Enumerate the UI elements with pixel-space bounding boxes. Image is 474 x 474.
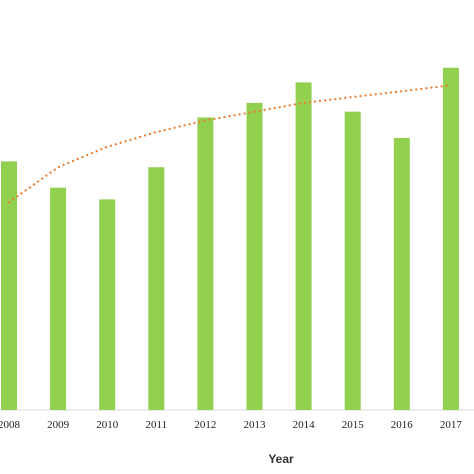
x-tick-label-2009: 2009 [47,419,70,431]
bar-2017 [442,67,459,411]
bar-group [1,67,459,411]
bar-2010 [99,199,116,410]
trendline [7,84,452,204]
x-tick-label-2014: 2014 [293,419,316,431]
bar-2008 [1,161,17,410]
x-tick-label-2013: 2013 [244,419,267,431]
bar-2015 [344,111,361,411]
bar-2013 [246,102,263,410]
x-tick-label-2010: 2010 [96,419,119,431]
x-tick-label-2015: 2015 [342,419,365,431]
x-tick-label-2008: 2008 [0,419,21,431]
x-tick-label-2016: 2016 [391,419,414,431]
x-tick-labels: 2008 2009 2010 2011 2012 2013 2014 2015 2016 2017 [0,419,462,431]
x-tick-label-2012: 2012 [194,419,216,431]
bar-2011 [148,167,165,410]
bar-2014 [295,82,312,411]
bar-2009 [50,187,67,410]
bar-2012 [197,117,214,410]
x-axis-title: Year [268,452,294,466]
x-tick-label-2017: 2017 [440,419,463,431]
x-tick-label-2011: 2011 [146,419,168,431]
bar-2016 [393,137,410,410]
